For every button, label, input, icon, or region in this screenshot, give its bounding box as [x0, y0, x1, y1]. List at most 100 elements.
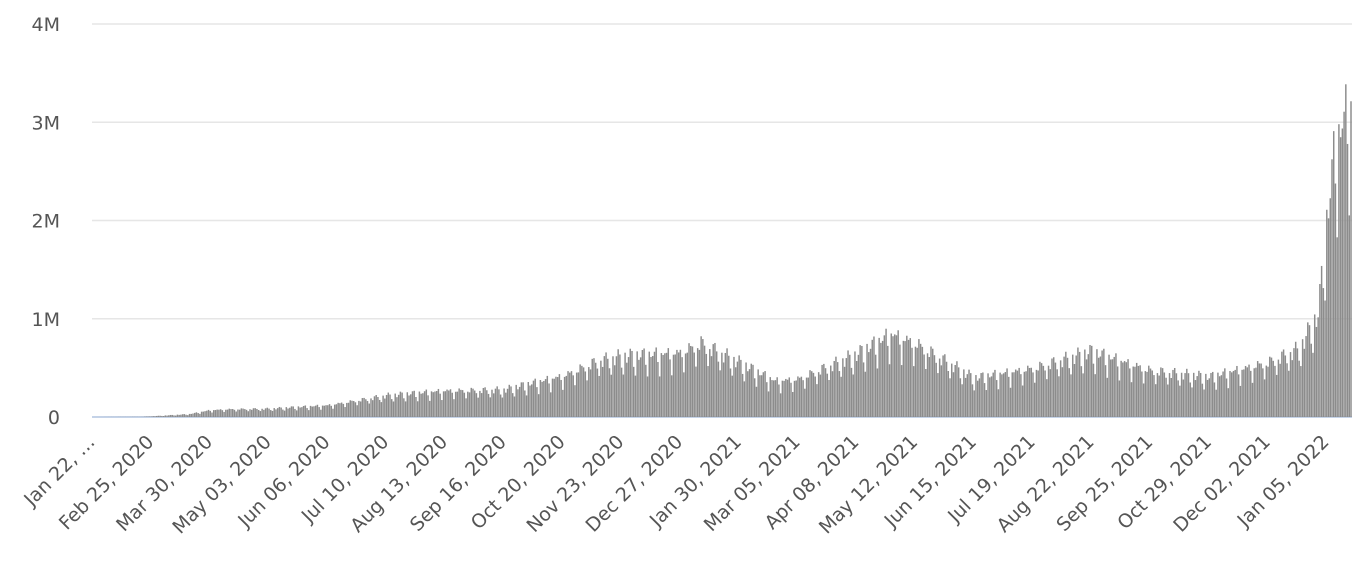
- bar: [558, 374, 561, 417]
- bar: [270, 410, 272, 417]
- bar: [185, 414, 187, 417]
- bar: [1224, 368, 1226, 417]
- bar: [536, 387, 538, 417]
- bar: [190, 413, 192, 417]
- bar: [524, 390, 526, 417]
- bar: [1068, 368, 1071, 417]
- bar: [1187, 373, 1190, 417]
- bar: [1310, 343, 1312, 417]
- bar: [1256, 361, 1259, 417]
- bar: [703, 345, 706, 417]
- bar: [1044, 370, 1046, 417]
- bar: [422, 393, 424, 417]
- bar: [451, 392, 453, 417]
- bar: [183, 414, 186, 417]
- bar: [1042, 365, 1045, 417]
- bar: [401, 392, 403, 417]
- bar: [1021, 385, 1024, 417]
- bar: [214, 410, 217, 417]
- bar: [1170, 378, 1172, 417]
- bar: [1161, 368, 1164, 417]
- bar: [403, 398, 405, 417]
- bar: [318, 407, 320, 417]
- bar: [1047, 365, 1050, 417]
- bar: [919, 343, 922, 417]
- bar: [1097, 357, 1100, 417]
- bar: [918, 339, 920, 417]
- bar: [650, 356, 652, 417]
- bar: [778, 384, 780, 417]
- bar: [251, 409, 253, 417]
- bar: [377, 397, 379, 417]
- bar: [565, 375, 568, 417]
- bar: [152, 416, 154, 417]
- bar: [368, 403, 371, 417]
- bar: [1173, 367, 1176, 417]
- bar: [883, 335, 886, 417]
- bar: [226, 409, 229, 417]
- bar: [1084, 349, 1086, 417]
- bar: [1213, 382, 1216, 417]
- bar: [1142, 383, 1145, 417]
- bar: [747, 371, 749, 417]
- bar: [1054, 362, 1057, 417]
- bar: [1303, 348, 1306, 417]
- bar: [404, 401, 407, 417]
- bar: [669, 359, 671, 417]
- bar: [954, 365, 956, 417]
- bar: [885, 328, 887, 417]
- bar: [997, 389, 1000, 417]
- bar: [323, 405, 326, 417]
- bar: [788, 377, 791, 417]
- bar: [486, 390, 488, 417]
- bar: [344, 407, 346, 417]
- bar: [836, 362, 839, 417]
- bar: [945, 361, 948, 417]
- bar: [1277, 359, 1280, 417]
- bar: [223, 411, 225, 417]
- bar: [1239, 385, 1242, 417]
- bar: [245, 409, 248, 417]
- bar: [849, 354, 851, 417]
- bar: [715, 351, 718, 417]
- bar: [932, 348, 934, 417]
- bar: [648, 351, 651, 417]
- bar: [544, 379, 547, 417]
- bar: [1229, 370, 1231, 417]
- bar: [1236, 365, 1238, 417]
- bar: [897, 330, 899, 417]
- bar: [1203, 389, 1205, 417]
- bar: [1002, 373, 1005, 417]
- bar: [1308, 325, 1311, 417]
- bar: [695, 366, 697, 417]
- bar: [211, 412, 213, 417]
- bar: [225, 409, 227, 417]
- bar: [271, 410, 274, 417]
- bar: [283, 410, 286, 417]
- bar: [1346, 143, 1349, 417]
- bar: [983, 383, 986, 417]
- bar: [397, 394, 400, 417]
- bar: [499, 394, 502, 417]
- bar: [358, 400, 360, 417]
- bar: [513, 396, 516, 417]
- bar: [964, 377, 967, 417]
- bar: [199, 413, 201, 417]
- bar: [745, 362, 747, 417]
- bar: [1172, 369, 1174, 417]
- bar: [266, 407, 269, 417]
- bar: [624, 352, 626, 417]
- bar: [779, 393, 782, 417]
- bar: [736, 361, 739, 417]
- bar: [180, 414, 182, 417]
- bar: [1227, 388, 1230, 417]
- bar: [467, 391, 469, 417]
- bar: [532, 380, 535, 417]
- bar: [1008, 376, 1010, 417]
- bar: [441, 400, 443, 417]
- bar: [297, 406, 300, 417]
- bar: [209, 410, 211, 417]
- bar: [1040, 363, 1043, 417]
- bar: [951, 363, 953, 417]
- bar: [677, 352, 680, 417]
